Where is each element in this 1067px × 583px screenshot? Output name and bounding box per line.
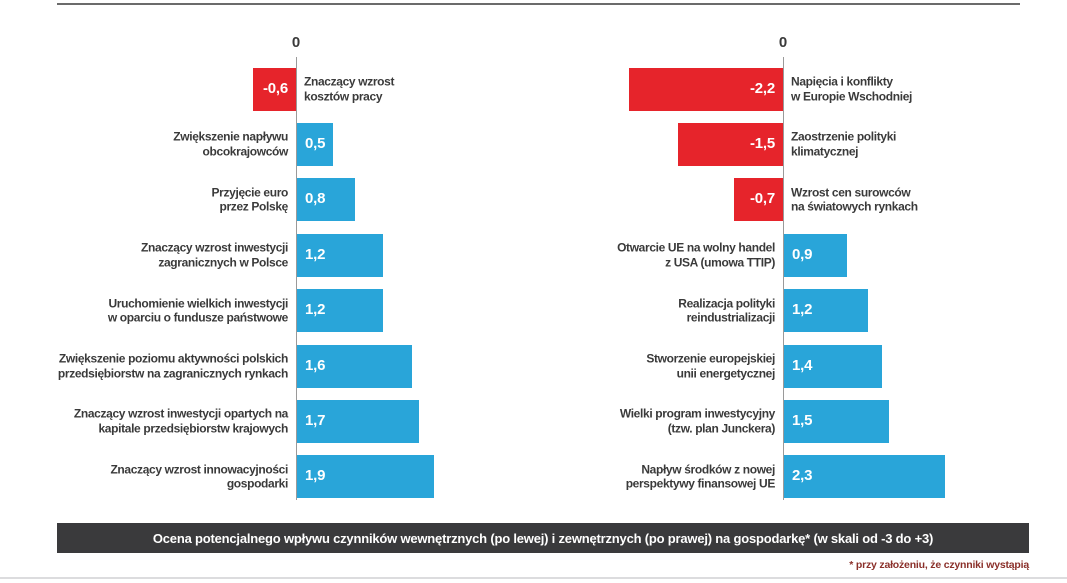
bar-value-label: 1,6 [305,356,326,374]
bar-value-label: -0,7 [749,190,775,208]
top-rule [57,3,1020,5]
bar-segment [297,122,333,166]
category-label: Zaostrzenie polityki klimatycznej [791,129,897,159]
category-label: Znaczący wzrost innowacyjności gospodark… [110,462,288,491]
category-label: Stworzenie europejskiej unii energetyczn… [646,351,775,381]
bar-segment [297,455,434,499]
bar-value-label: -1,5 [749,134,775,152]
bar-segment [252,67,296,111]
bar-segment [734,178,783,222]
category-label: Napięcia i konflikty w Europie Wschodnie… [791,74,913,104]
caption-text: Ocena potencjalnego wpływu czynników wew… [152,530,934,546]
zero-axis-label: 0 [778,34,788,51]
bar-segment [678,122,783,166]
bar-segment [297,344,413,388]
caption-bar: Ocena potencjalnego wpływu czynników wew… [57,523,1029,553]
bar-value-label: -0,6 [262,79,288,97]
bar-segment [784,455,945,499]
category-label: Przyjęcie euro przez Polskę [211,185,289,214]
category-label: Znaczący wzrost inwestycji opartych na k… [73,406,288,436]
bar-value-label: 0,8 [305,190,326,208]
footnote-text: * przy założeniu, że czynniki wystąpią [849,559,1029,571]
zero-axis-line [783,57,784,500]
bar-segment [297,233,384,277]
bar-value-label: 1,2 [305,301,326,319]
category-label: Znaczący wzrost inwestycji zagranicznych… [141,240,288,270]
bar-value-label: 1,7 [305,411,326,429]
category-label: Realizacja polityki reindustrializacji [678,296,775,325]
bar-value-label: 1,2 [305,245,326,263]
bar-segment [784,344,882,388]
bar-segment [297,289,384,333]
bar-segment [297,399,420,443]
bar-value-label: 1,5 [792,411,813,429]
category-label: Znaczący wzrost kosztów pracy [304,74,395,104]
category-label: Wzrost cen surowców na światowych rynkac… [791,185,918,214]
bar-value-label: 0,9 [792,245,813,263]
bar-segment [784,289,868,333]
bar-value-label: 1,9 [305,467,326,485]
category-label: Zwiększenie poziomu aktywności polskich … [57,351,288,381]
category-label: Napływ środków z nowej perspektywy finan… [625,462,776,491]
bar-value-label: -2,2 [749,79,775,97]
bar-segment [784,233,847,277]
category-label: Wielki program inwestycyjny (tzw. plan J… [619,406,776,436]
zero-axis-label: 0 [291,34,301,51]
bar-segment [784,399,889,443]
bar-value-label: 2,3 [792,467,813,485]
zero-axis-line [296,57,297,500]
bar-segment [297,178,355,222]
category-label: Otwarcie UE na wolny handel z USA (umowa… [617,240,775,270]
bar-value-label: 1,4 [792,356,813,374]
category-label: Uruchomienie wielkich inwestycji w oparc… [107,296,289,325]
bottom-rule [0,577,1067,579]
bar-value-label: 0,5 [305,134,326,152]
category-label: Zwiększenie napływu obcokrajowców [173,129,288,159]
bar-segment [629,67,783,111]
bar-value-label: 1,2 [792,301,813,319]
